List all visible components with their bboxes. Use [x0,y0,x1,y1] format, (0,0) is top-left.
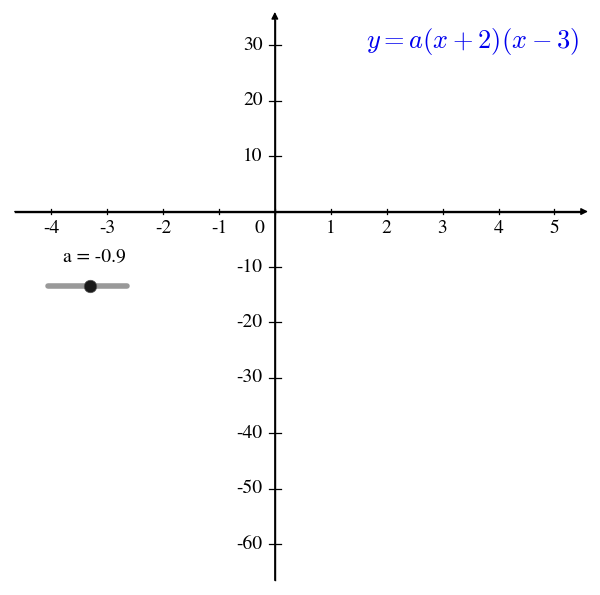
Text: 10: 10 [243,148,263,165]
Text: -4: -4 [43,220,59,237]
Text: -30: -30 [236,369,263,387]
Text: -20: -20 [236,314,263,331]
Text: 4: 4 [494,220,503,237]
Text: 0: 0 [255,220,265,237]
Text: 2: 2 [382,220,392,237]
Text: 5: 5 [550,220,559,237]
Text: -3: -3 [99,220,115,237]
Text: -10: -10 [236,258,263,275]
Text: $y = a(x + 2)(x - 3)$: $y = a(x + 2)(x - 3)$ [367,26,580,57]
Text: 3: 3 [438,220,448,237]
Text: -60: -60 [236,536,263,553]
Text: -40: -40 [236,425,263,442]
Text: 20: 20 [243,92,263,109]
Text: 1: 1 [326,220,335,237]
Text: -2: -2 [155,220,171,237]
Text: -1: -1 [211,220,227,237]
Text: -50: -50 [236,480,263,497]
Text: 30: 30 [243,37,263,54]
Text: a = -0.9: a = -0.9 [64,248,126,265]
